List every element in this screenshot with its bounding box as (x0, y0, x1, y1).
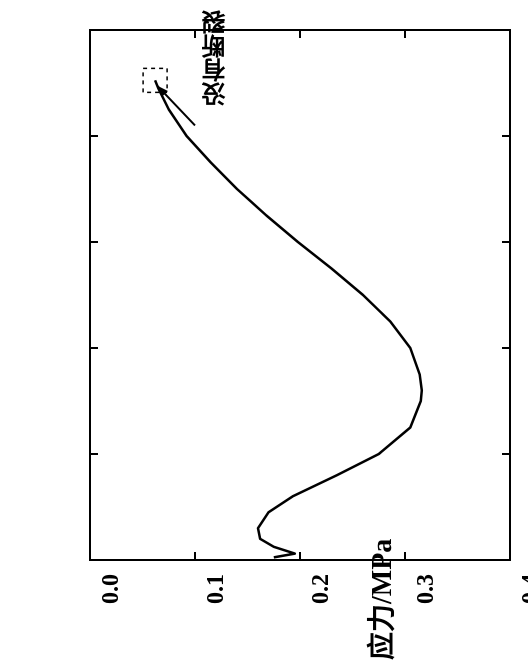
plot-frame (90, 30, 510, 560)
annotation-text: 没有断裂 (199, 10, 234, 106)
y-tick-label: 0.3 (413, 574, 440, 604)
stress-strain-curve (155, 80, 422, 557)
y-tick-label: 0.1 (203, 574, 230, 604)
y-tick-label: 0.2 (308, 574, 335, 604)
y-tick-label: 0.0 (98, 574, 125, 604)
y-tick-label: 0.4 (518, 574, 528, 604)
y-axis-label: 应力/MPa (360, 539, 400, 660)
stress-strain-chart (0, 0, 528, 672)
y-axis-ticks (90, 30, 510, 560)
x-axis-ticks (90, 30, 510, 560)
